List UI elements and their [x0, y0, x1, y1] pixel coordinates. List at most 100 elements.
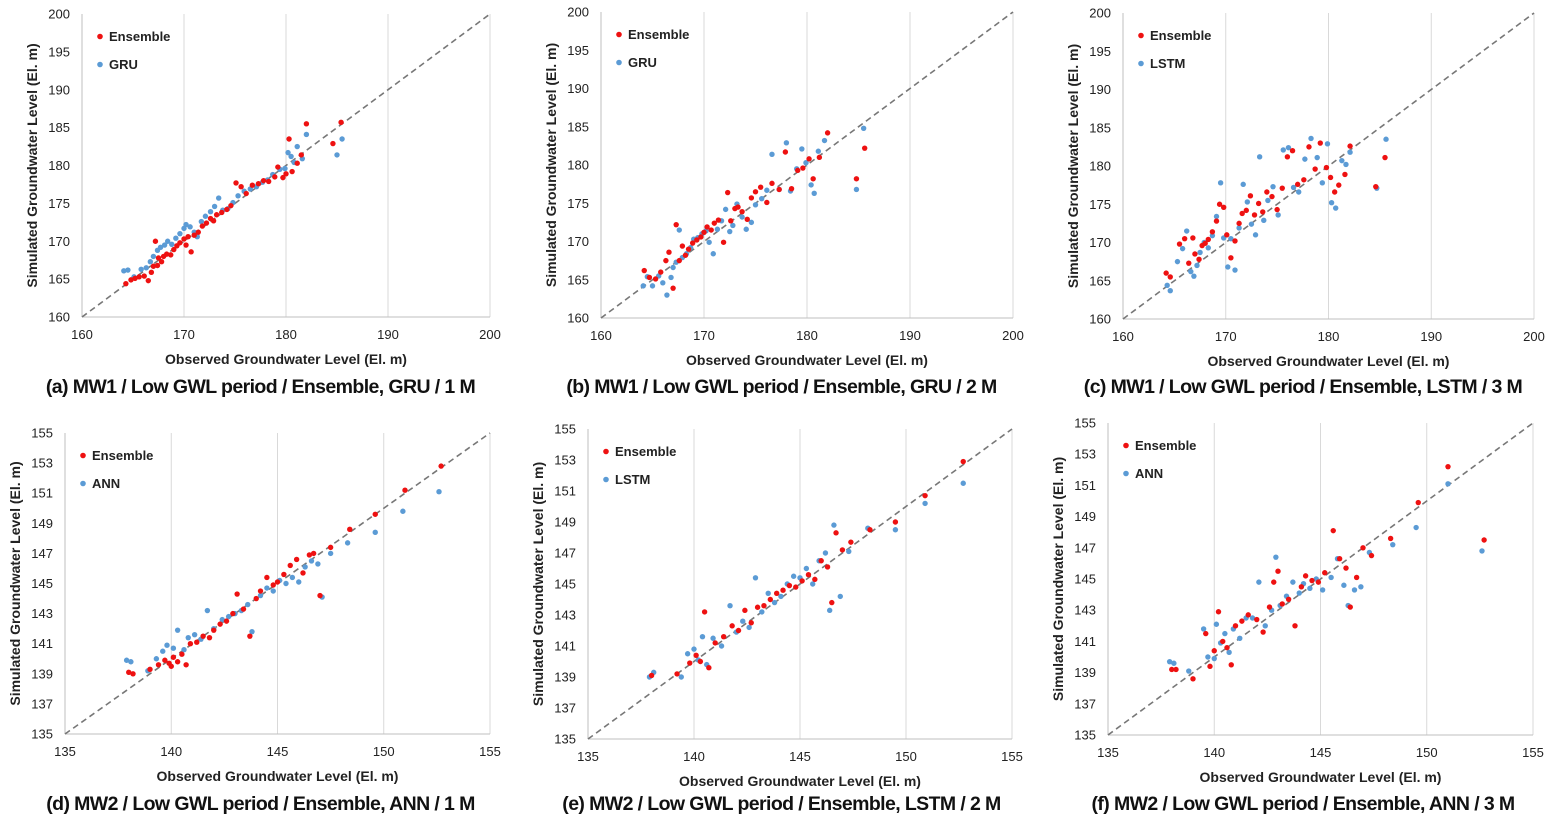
ensemble-point — [724, 189, 731, 196]
x-tick-label: 140 — [1203, 745, 1225, 760]
lstm-point — [765, 590, 771, 596]
ensemble-point — [861, 145, 868, 151]
lstm-point — [1280, 147, 1286, 153]
y-tick-label: 137 — [554, 701, 576, 716]
lstm-point — [678, 674, 684, 680]
ann-point — [1290, 579, 1296, 585]
ensemble-point — [213, 212, 220, 218]
lstm-point — [1184, 228, 1190, 234]
y-tick-label: 139 — [554, 670, 576, 685]
x-tick-label: 190 — [1420, 329, 1442, 344]
ensemble-point — [179, 651, 185, 657]
ann-point — [1237, 635, 1243, 641]
ensemble-point — [1279, 185, 1285, 191]
gru-point — [808, 182, 814, 188]
lstm-point — [1290, 184, 1297, 191]
gru-point — [799, 146, 805, 152]
ensemble-point — [767, 596, 774, 603]
ensemble-point — [188, 249, 194, 255]
lstm-point — [1339, 157, 1345, 164]
ann-point — [289, 574, 296, 581]
ensemble-point — [219, 209, 225, 216]
ensemble-point — [150, 263, 157, 269]
ensemble-point — [1207, 663, 1213, 670]
lstm-point — [1217, 180, 1224, 186]
ensemble-point — [1289, 148, 1296, 154]
lstm-point — [1252, 232, 1259, 238]
ensemble-point — [824, 130, 831, 136]
one-to-one-line — [81, 13, 491, 318]
one-to-one-line — [587, 428, 1013, 740]
ensemble-point — [203, 220, 210, 226]
ensemble-point — [224, 206, 230, 213]
ensemble-point — [155, 662, 162, 668]
legend-label-gru: GRU — [628, 55, 657, 70]
ensemble-point — [1255, 200, 1262, 207]
x-tick-label: 160 — [1112, 329, 1134, 344]
x-tick-label: 140 — [160, 744, 182, 759]
gru-point — [649, 283, 656, 289]
y-tick-label: 165 — [48, 272, 70, 287]
lstm-point — [1179, 245, 1186, 252]
ann-point — [1213, 621, 1220, 627]
y-tick-label: 145 — [1074, 572, 1096, 587]
ensemble-point — [782, 149, 789, 155]
legend-marker-gru — [616, 59, 622, 66]
y-tick-label: 185 — [1089, 120, 1111, 135]
y-tick-label: 137 — [1074, 696, 1096, 711]
legend-marker-ann — [80, 480, 86, 487]
y-tick-label: 190 — [567, 81, 589, 96]
ensemble-point — [663, 257, 669, 264]
ensemble-point — [812, 576, 818, 583]
ensemble-point — [1169, 666, 1175, 673]
lstm-point — [1248, 221, 1255, 227]
gru-point — [202, 213, 209, 219]
ensemble-point — [136, 274, 142, 280]
ann-point — [128, 659, 134, 665]
panel-caption-f: (f) MW2 / Low GWL period / Ensemble, ANN… — [1091, 793, 1515, 815]
gru-point — [173, 235, 179, 241]
ensemble-point — [1342, 171, 1348, 178]
ann-point — [257, 592, 264, 599]
ensemble-point — [1279, 601, 1285, 607]
ensemble-point — [701, 229, 707, 236]
x-tick-label: 170 — [1215, 329, 1237, 344]
gru-point — [339, 136, 345, 142]
ensemble-point — [1274, 206, 1280, 213]
x-tick-label: 160 — [590, 328, 612, 343]
y-tick-label: 155 — [31, 426, 53, 441]
ann-point — [1200, 626, 1207, 632]
ensemble-point — [274, 579, 281, 585]
scatter-chart-a: 160 170 180 190 200 160 165 170 175 180 185 190 195 2… — [24, 7, 501, 368]
y-tick-label: 200 — [48, 7, 70, 22]
ensemble-point — [217, 621, 223, 627]
gru-point — [198, 218, 205, 225]
legend-marker-lstm — [603, 476, 609, 483]
gru-point — [215, 195, 222, 201]
lstm-point — [1225, 264, 1231, 270]
ensemble-point — [752, 189, 759, 195]
legend-marker-ensemble — [1123, 442, 1129, 449]
ann-point — [249, 628, 255, 635]
ensemble-point — [1387, 535, 1394, 542]
ensemble-point — [310, 550, 317, 557]
ensemble-point — [694, 237, 700, 243]
y-tick-label: 165 — [567, 272, 589, 287]
ensemble-point — [272, 174, 278, 180]
ensemble-point — [676, 257, 682, 264]
legend-label-ann: ANN — [1135, 466, 1163, 481]
ensemble-point — [1285, 596, 1292, 602]
x-tick-label: 180 — [275, 327, 297, 342]
ensemble-point — [648, 672, 655, 679]
ensemble-point — [1190, 676, 1196, 682]
gru-point — [860, 125, 867, 131]
lstm-point — [1261, 217, 1267, 224]
ensemble-point — [1232, 623, 1239, 629]
gru-point — [334, 152, 340, 158]
ensemble-point — [757, 184, 764, 190]
gru-point — [207, 209, 214, 215]
ensemble-point — [1209, 229, 1216, 235]
legend-label-ensemble: Ensemble — [1150, 28, 1211, 43]
lstm-point — [1228, 235, 1234, 242]
y-tick-label: 175 — [48, 196, 70, 211]
